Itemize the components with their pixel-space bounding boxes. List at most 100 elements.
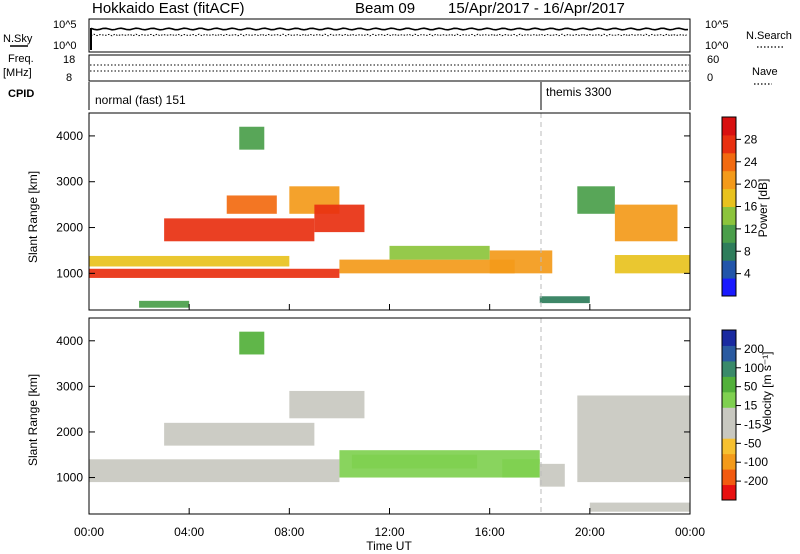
colorbar-tick-label: 200	[744, 342, 764, 356]
colorbar-swatch	[722, 188, 736, 207]
power-cell-14	[139, 300, 190, 308]
cpid-mode-1: normal (fast) 151	[95, 93, 186, 107]
power-cell-11	[614, 204, 678, 242]
colorbar-tick-label: 16	[744, 200, 758, 214]
velocity-colorbar: -200 -100 -50 -15 15 50 100 200	[721, 329, 768, 501]
power-colorbar-label: Power [dB]	[756, 179, 770, 238]
colorbar-swatch	[722, 345, 736, 362]
freq-tick-top: 18	[63, 54, 75, 66]
colorbar-tick-label: 50	[744, 380, 758, 394]
ytick-label: 4000	[56, 334, 83, 348]
ytick-label: 4000	[56, 129, 83, 143]
nsearch-label: N.Search	[746, 30, 792, 42]
time-axis-label: Time UT	[366, 539, 412, 553]
freq-tick-bottom: 8	[66, 72, 72, 84]
colorbar-swatch	[722, 134, 736, 154]
power-cell-8	[489, 250, 553, 274]
colorbar-swatch	[722, 453, 736, 470]
colorbar-tick-label: -100	[744, 455, 768, 469]
xtick-label: 16:00	[475, 525, 505, 539]
colorbar-swatch	[722, 278, 736, 297]
colorbar-tick-label: 100	[744, 361, 764, 375]
xtick-label: 00:00	[675, 525, 705, 539]
colorbar-tick-label: 15	[744, 399, 758, 413]
colorbar-swatch	[722, 484, 736, 501]
power-yaxis: 1000 2000 3000 4000	[56, 129, 690, 280]
power-colorbar: 4 8 12 16 20 24 28	[721, 116, 758, 297]
colorbar-swatch	[722, 407, 736, 424]
colorbar-swatch	[722, 391, 736, 408]
velocity-yaxis: 1000 2000 3000 4000	[56, 334, 690, 485]
nsky-panel	[88, 18, 691, 53]
colorbar-frame	[721, 329, 737, 501]
colorbar-tick-label: 12	[744, 222, 758, 236]
colorbar-swatch	[722, 330, 736, 346]
velocity-cell-9	[589, 502, 690, 512]
velocity-cell-5	[502, 459, 540, 478]
nsearch-tick-top: 10^5	[705, 19, 729, 31]
cpid-label: CPID	[8, 88, 34, 100]
velocity-heatmap	[89, 331, 690, 512]
nsky-label: N.Sky	[3, 33, 33, 45]
power-heatmap	[89, 126, 690, 308]
colorbar-swatch	[722, 152, 736, 172]
power-cell-13	[239, 126, 265, 150]
colorbar-tick-label: -50	[744, 436, 762, 450]
colorbar-tick-label: 28	[744, 132, 758, 146]
ytick-label: 1000	[56, 266, 83, 280]
colorbar-swatch	[722, 117, 736, 136]
xtick-label: 12:00	[374, 525, 404, 539]
ytick-label: 2000	[56, 221, 83, 235]
power-cell-6	[314, 204, 365, 233]
cpid-mode-2: themis 3300	[546, 85, 612, 99]
colorbar-swatch	[722, 224, 736, 243]
velocity-colorbar-label: Velocity [m s⁻¹]	[760, 351, 774, 432]
velocity-ylabel: Slant Range [km]	[26, 374, 40, 466]
colorbar-tick-label: 24	[744, 155, 758, 169]
velocity-cell-4	[351, 454, 478, 469]
power-cell-1	[89, 268, 340, 278]
power-cell-3	[164, 218, 315, 242]
nave-label: Nave	[752, 66, 778, 78]
nsearch-tick-bottom: 10^0	[705, 40, 729, 52]
velocity-cell-1	[164, 422, 315, 446]
power-ylabel: Slant Range [km]	[26, 171, 40, 263]
station-title: Hokkaido East (fitACF)	[92, 0, 245, 17]
power-cell-7	[389, 245, 490, 260]
colorbar-swatch	[722, 170, 736, 190]
nave-tick-top: 60	[707, 54, 719, 66]
xtick-label: 04:00	[174, 525, 204, 539]
colorbar-tick-label: -200	[744, 474, 768, 488]
velocity-cell-6	[539, 463, 565, 487]
colorbar-tick-label: -15	[744, 417, 762, 431]
colorbar-tick-label: 4	[744, 267, 751, 281]
colorbar-swatch	[722, 360, 736, 377]
date-range: 15/Apr/2017 - 16/Apr/2017	[448, 0, 625, 17]
power-cell-2	[339, 259, 515, 274]
power-cell-9	[539, 296, 590, 304]
power-cell-10	[577, 186, 615, 214]
colorbar-swatch	[722, 469, 736, 486]
nsearch-trace	[90, 33, 689, 37]
xtick-label: 00:00	[74, 525, 104, 539]
colorbar-swatch	[722, 376, 736, 393]
freq-unit: [MHz]	[3, 67, 32, 79]
power-cell-4	[226, 195, 277, 214]
freq-panel	[88, 54, 691, 82]
colorbar-tick-label: 8	[744, 244, 751, 258]
ytick-label: 3000	[56, 379, 83, 393]
velocity-cell-0	[89, 459, 340, 483]
time-axis: 00:00 04:00 08:00 12:00 16:00 20:00 00:00	[74, 304, 705, 539]
colorbar-swatch	[722, 422, 736, 439]
nsky-traces	[90, 27, 689, 50]
nave-tick-bottom: 0	[707, 72, 713, 84]
colorbar-tick-label: 20	[744, 177, 758, 191]
nsky-tick-top: 10^5	[53, 19, 77, 31]
colorbar-swatch	[722, 260, 736, 279]
velocity-cell-2	[289, 390, 365, 419]
freq-label: Freq.	[8, 53, 34, 65]
colorbar-swatch	[722, 438, 736, 455]
beam-label: Beam 09	[355, 0, 415, 17]
colorbar-swatch	[722, 206, 736, 225]
